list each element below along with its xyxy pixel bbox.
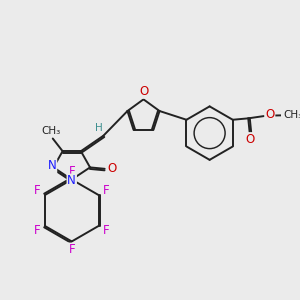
Text: N: N — [68, 174, 76, 188]
Text: F: F — [103, 224, 109, 237]
Text: O: O — [245, 133, 254, 146]
Text: F: F — [68, 243, 75, 256]
Text: F: F — [34, 184, 41, 197]
Text: O: O — [265, 108, 274, 121]
Text: CH₃: CH₃ — [42, 126, 61, 136]
Text: O: O — [107, 162, 116, 175]
Text: F: F — [103, 184, 109, 197]
Text: CH₃: CH₃ — [284, 110, 300, 120]
Text: O: O — [140, 85, 149, 98]
Text: F: F — [34, 224, 41, 237]
Text: H: H — [95, 123, 103, 133]
Text: F: F — [68, 165, 75, 178]
Text: N: N — [48, 160, 56, 172]
